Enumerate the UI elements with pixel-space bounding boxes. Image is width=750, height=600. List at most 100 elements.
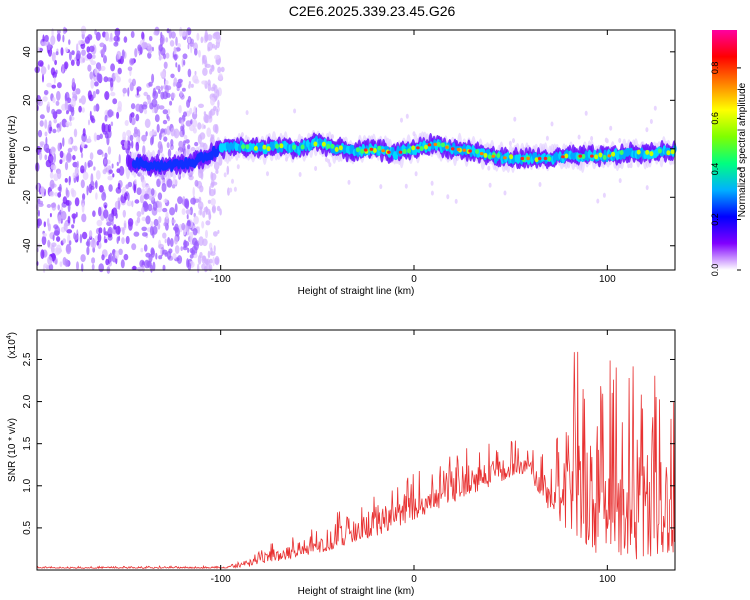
noise-speckle xyxy=(233,186,237,192)
noise-speckle xyxy=(203,113,209,123)
noise-speckle xyxy=(122,227,125,236)
colorbar-gradient xyxy=(712,30,737,270)
noise-speckle xyxy=(121,237,125,245)
noise-speckle xyxy=(68,176,71,186)
noise-speckle xyxy=(82,171,89,181)
ridge-hotspot xyxy=(520,156,525,161)
noise-speckle xyxy=(171,92,176,99)
noise-speckle xyxy=(223,172,227,178)
y-tick-label: -20 xyxy=(22,190,33,205)
y-tick-label: 40 xyxy=(22,46,33,58)
ridge-hotspot xyxy=(398,150,403,154)
noise-speckle xyxy=(125,184,130,190)
noise-speckle xyxy=(95,180,98,190)
noise-speckle xyxy=(100,48,105,57)
noise-speckle xyxy=(204,266,209,272)
noise-speckle xyxy=(53,76,56,84)
ridge-peak xyxy=(581,154,586,159)
noise-speckle xyxy=(156,123,160,133)
noise-speckle xyxy=(120,259,125,269)
ridge-peak xyxy=(547,156,552,162)
noise-speckle xyxy=(203,111,207,116)
noise-speckle xyxy=(149,226,154,236)
ridge-peak xyxy=(262,144,267,150)
noise-speckle xyxy=(47,124,50,133)
ridge-peak xyxy=(402,148,407,154)
noise-speckle xyxy=(103,158,107,165)
noise-speckle xyxy=(129,82,134,92)
snr-panel: -100 0 100 0.5 1.0 1.5 2.0 2.5 Height of strai… xyxy=(6,329,676,597)
colorbar-tick-label: 0.8 xyxy=(710,62,720,75)
noise-speckle xyxy=(141,206,145,215)
noise-speckle xyxy=(192,237,198,246)
noise-speckle xyxy=(245,110,249,116)
noise-speckle xyxy=(135,103,141,112)
ridge-peak xyxy=(666,150,671,156)
noise-speckle xyxy=(197,122,202,130)
noise-speckle xyxy=(108,213,115,222)
noise-speckle xyxy=(107,146,112,155)
noise-speckle xyxy=(226,165,230,175)
noise-speckle xyxy=(293,108,297,114)
noise-speckle xyxy=(145,252,151,258)
noise-speckle xyxy=(155,85,161,90)
noise-speckle xyxy=(190,83,194,88)
noise-speckle xyxy=(118,200,121,211)
noise-speckle xyxy=(86,185,89,196)
noise-speckle xyxy=(193,106,197,115)
noise-speckle xyxy=(51,108,56,115)
noise-speckle xyxy=(110,77,114,88)
noise-speckle xyxy=(42,73,44,83)
noise-speckle xyxy=(215,169,219,174)
noise-speckle xyxy=(169,100,173,106)
noise-speckle xyxy=(40,66,47,75)
noise-speckle xyxy=(73,234,79,241)
noise-speckle xyxy=(236,164,240,170)
noise-speckle xyxy=(216,205,221,212)
noise-speckle xyxy=(160,71,166,78)
noise-speckle xyxy=(545,135,549,141)
noise-speckle xyxy=(170,73,175,79)
ridge-hotspot xyxy=(387,150,391,154)
noise-speckle xyxy=(604,137,608,143)
noise-speckle xyxy=(37,198,41,205)
noise-speckle xyxy=(173,226,178,231)
ridge-hotspot xyxy=(590,154,594,158)
noise-speckle xyxy=(113,35,120,42)
noise-speckle xyxy=(186,219,191,227)
noise-speckle xyxy=(199,132,206,140)
noise-speckle xyxy=(190,197,197,205)
noise-speckle xyxy=(64,47,69,53)
noise-speckle xyxy=(72,154,76,161)
noise-speckle xyxy=(194,70,197,76)
noise-speckle xyxy=(49,172,54,179)
noise-speckle xyxy=(207,199,212,204)
noise-speckle xyxy=(74,197,80,207)
noise-speckle xyxy=(47,101,50,107)
ridge-peak xyxy=(334,147,339,152)
x-tick-label: -100 xyxy=(211,574,231,585)
noise-speckle xyxy=(171,184,176,189)
noise-speckle xyxy=(94,28,97,36)
noise-speckle xyxy=(53,224,59,230)
noise-speckle xyxy=(98,185,104,193)
noise-speckle xyxy=(158,55,162,61)
noise-speckle xyxy=(150,136,154,146)
noise-speckle xyxy=(155,252,158,260)
ridge-hotspot xyxy=(537,156,542,161)
noise-speckle xyxy=(126,200,132,207)
ridge-hotspot xyxy=(445,145,449,149)
noise-speckle xyxy=(214,124,219,134)
noise-speckle xyxy=(89,71,94,80)
noise-speckle xyxy=(208,185,212,196)
noise-speckle xyxy=(150,264,153,273)
noise-speckle xyxy=(103,55,107,64)
noise-speckle xyxy=(134,179,137,185)
noise-speckle xyxy=(503,190,507,196)
noise-speckle xyxy=(163,53,166,60)
noise-speckle xyxy=(152,201,158,211)
noise-speckle xyxy=(81,202,85,213)
noise-speckle xyxy=(199,206,203,216)
noise-speckle xyxy=(95,89,100,95)
noise-speckle xyxy=(63,61,69,70)
